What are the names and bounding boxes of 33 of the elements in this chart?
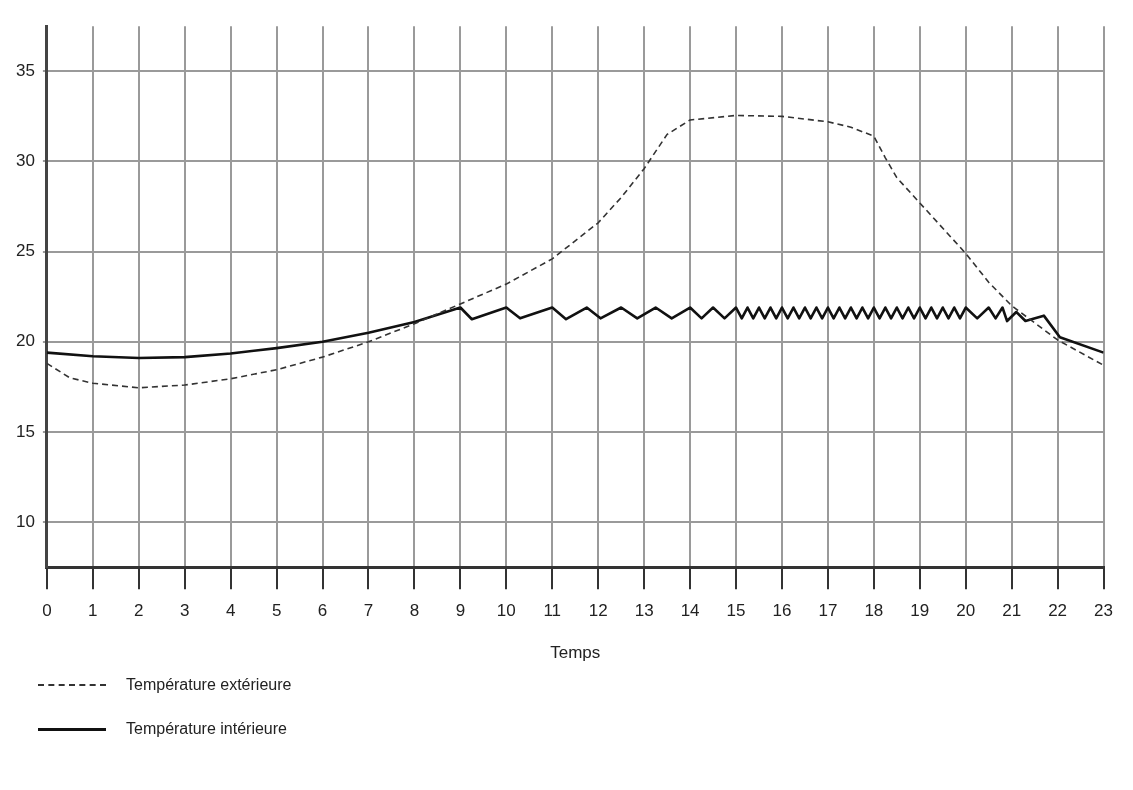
y-tick-label: 10 xyxy=(15,511,35,531)
x-tick-label: 8 xyxy=(409,601,420,621)
x-tick-label: 14 xyxy=(680,601,700,621)
x-tick-label: 21 xyxy=(1002,601,1022,621)
x-tick-label: 20 xyxy=(956,601,976,621)
x-tick-label: 18 xyxy=(864,601,884,621)
x-tick-label: 17 xyxy=(818,601,838,621)
x-tick-label: 10 xyxy=(496,601,516,621)
x-tick-label: 22 xyxy=(1048,601,1068,621)
x-tick-label: 13 xyxy=(634,601,654,621)
y-tick-label: 25 xyxy=(15,241,35,261)
x-tick-label: 3 xyxy=(180,601,190,621)
x-tick-label: 2 xyxy=(134,601,144,621)
legend-label: Température intérieure xyxy=(126,720,287,738)
x-tick-label: 11 xyxy=(543,601,562,621)
x-tick-label: 9 xyxy=(455,601,466,621)
x-tick-label: 5 xyxy=(271,601,282,621)
x-axis-title: Temps xyxy=(550,643,601,663)
x-tick-label: 6 xyxy=(317,601,328,621)
x-tick-label: 1 xyxy=(88,601,98,621)
y-tick-label: 20 xyxy=(15,331,35,351)
x-tick-label: 4 xyxy=(225,601,236,621)
x-tick-label: 19 xyxy=(910,601,930,621)
y-tick-label: 30 xyxy=(15,151,35,171)
x-tick-label: 7 xyxy=(363,601,374,621)
x-tick-label: 23 xyxy=(1094,601,1114,621)
x-tick-label: 15 xyxy=(726,601,746,621)
legend-label: Température extérieure xyxy=(126,676,292,694)
x-tick-label: 16 xyxy=(772,601,792,621)
x-tick-label: 0 xyxy=(42,601,52,621)
y-tick-label: 35 xyxy=(15,60,35,80)
y-tick-label: 15 xyxy=(15,421,35,441)
x-tick-label: 12 xyxy=(588,601,608,621)
